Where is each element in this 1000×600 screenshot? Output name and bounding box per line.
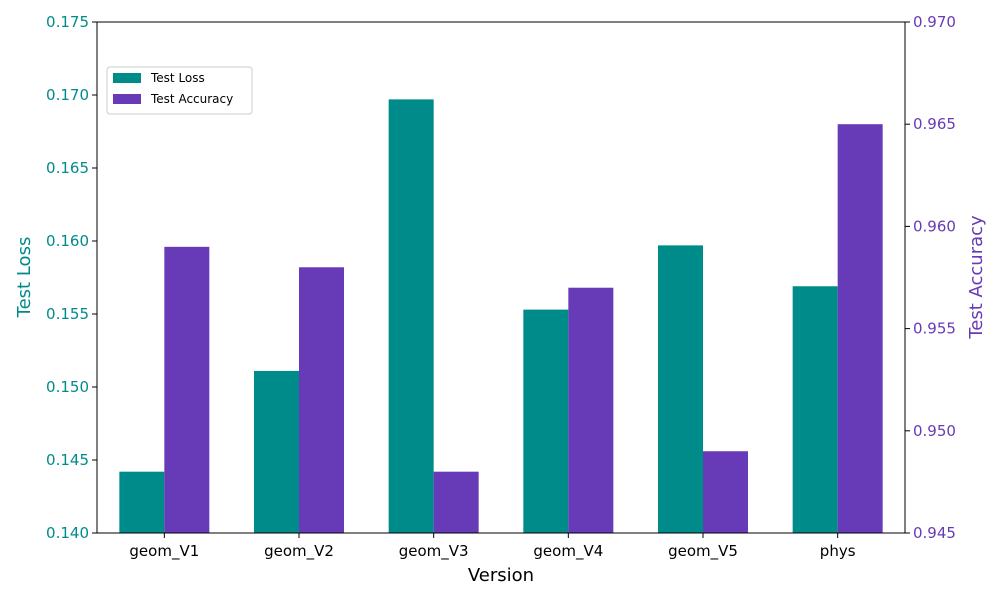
legend-swatch-test-accuracy — [113, 94, 141, 104]
legend-label-test-accuracy: Test Accuracy — [150, 92, 233, 106]
bar-test-accuracy-geom_V5 — [703, 451, 748, 533]
bar-test-loss-geom_V4 — [523, 309, 569, 533]
y-left-tick-label: 0.175 — [46, 13, 89, 31]
legend-frame — [106, 66, 253, 115]
bar-test-loss-geom_V1 — [119, 471, 165, 533]
y-right-tick-label: 0.965 — [913, 115, 956, 133]
x-axis-title: Version — [468, 565, 534, 586]
bar-test-accuracy-geom_V4 — [568, 287, 614, 533]
y-right-tick-label: 0.960 — [913, 217, 956, 235]
bar-test-accuracy-geom_V2 — [299, 267, 344, 533]
y-right-tick-label: 0.945 — [913, 524, 956, 542]
bar-test-accuracy-phys — [837, 124, 883, 533]
x-tick-label: phys — [820, 542, 856, 560]
x-tick-label: geom_V3 — [399, 542, 469, 561]
x-tick-label: geom_V2 — [264, 542, 334, 561]
y-left-axis-title: Test Loss — [14, 237, 35, 319]
x-tick-label: geom_V1 — [129, 542, 199, 561]
y-right-tick-label: 0.950 — [913, 422, 956, 440]
y-left-tick-label: 0.165 — [46, 159, 89, 177]
bar-test-accuracy-geom_V3 — [433, 471, 479, 533]
legend: Test Loss Test Accuracy — [106, 66, 253, 115]
legend-swatch-test-loss — [113, 73, 141, 83]
y-left-tick-label: 0.145 — [46, 451, 89, 469]
bar-test-loss-geom_V5 — [658, 245, 703, 533]
y-left-tick-label: 0.155 — [46, 305, 89, 323]
bars-layer — [119, 99, 883, 533]
bar-test-loss-geom_V2 — [254, 370, 299, 533]
y-left-tick-label: 0.160 — [46, 232, 89, 250]
y-right-tick-label: 0.955 — [913, 320, 956, 338]
legend-label-test-loss: Test Loss — [150, 71, 205, 85]
plot-frame — [96, 21, 906, 534]
y-left-tick-label: 0.140 — [46, 524, 89, 542]
bar-test-loss-geom_V3 — [388, 99, 434, 533]
y-right-axis: 0.945 0.950 0.955 0.960 0.965 0.970 — [905, 13, 956, 542]
bar-test-loss-phys — [792, 286, 838, 533]
x-tick-label: geom_V4 — [533, 542, 603, 561]
y-right-tick-label: 0.970 — [913, 13, 956, 31]
y-left-tick-label: 0.150 — [46, 378, 89, 396]
y-right-axis-title: Test Accuracy — [966, 215, 987, 340]
y-left-axis: 0.140 0.145 0.150 0.155 0.160 0.165 0.170 0.175 — [46, 13, 97, 542]
x-axis: geom_V1 geom_V2 geom_V3 geom_V4 geom_V5 phys — [129, 533, 856, 561]
x-tick-label: geom_V5 — [668, 542, 738, 561]
y-left-tick-label: 0.170 — [46, 86, 89, 104]
bar-test-accuracy-geom_V1 — [164, 246, 210, 533]
